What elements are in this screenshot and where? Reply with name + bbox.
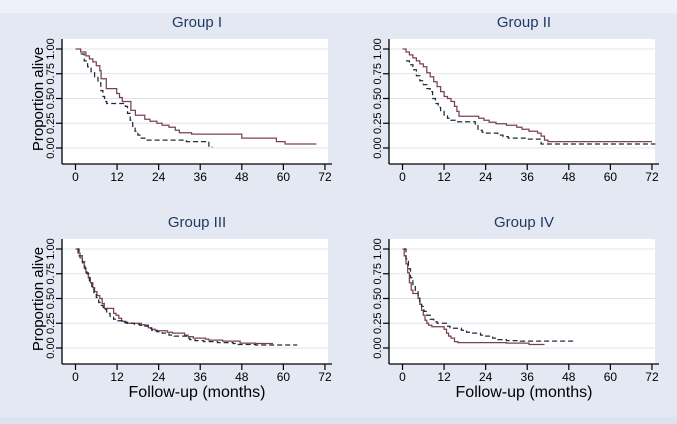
x-tick-label: 72 — [645, 370, 659, 384]
y-tick-label: 0.75 — [45, 263, 57, 284]
x-tick-label: 60 — [277, 370, 291, 384]
x-tick-label: 60 — [604, 370, 618, 384]
y-tick-label: 0.25 — [45, 113, 57, 134]
y-tick-label: 1.00 — [372, 238, 384, 259]
x-tick-label: 36 — [194, 170, 208, 184]
x-axis-title: Follow-up (months) — [128, 384, 266, 401]
survival-curve-solid — [402, 248, 545, 346]
x-tick-label: 36 — [521, 170, 535, 184]
x-tick-label: 72 — [318, 370, 332, 384]
x-tick-label: 24 — [479, 370, 493, 384]
x-tick-label: 24 — [152, 170, 166, 184]
panel-group-i: Group I 0.00 0.25 0.50 0.75 1.00 0 12 24 36 48 60 7… — [0, 0, 350, 212]
y-tick-label: 0.75 — [372, 63, 384, 84]
y-tick-label: 0.25 — [372, 113, 384, 134]
plot-background — [389, 239, 655, 364]
km-plot-group-i: 0.00 0.25 0.50 0.75 1.00 0 12 24 36 48 60 72 — [45, 38, 332, 184]
survival-curve-solid — [402, 48, 652, 143]
x-tick-label: 48 — [562, 370, 576, 384]
plot-background — [389, 39, 655, 164]
x-tick-label: 12 — [437, 370, 451, 384]
km-plot-group-iv: 0.00 0.25 0.50 0.75 1.00 0 12 24 36 48 60 72 — [372, 238, 659, 384]
x-tick-label: 48 — [562, 170, 576, 184]
y-tick-label: 0.00 — [45, 137, 57, 158]
survival-curve-solid — [75, 48, 317, 145]
x-tick-label: 12 — [110, 370, 124, 384]
x-tick-label: 36 — [521, 370, 535, 384]
survival-curve-dashed — [77, 248, 298, 346]
panel-title: Group II — [496, 14, 552, 31]
panel-group-iii: Group III 0.00 0.25 0.50 0.75 1.00 0 12 24 36 48 6… — [0, 200, 350, 412]
x-tick-label: 0 — [72, 170, 79, 184]
x-tick-label: 36 — [194, 370, 208, 384]
y-tick-label: 0.75 — [372, 263, 384, 284]
y-tick-label: 0.25 — [45, 313, 57, 334]
plot-background — [62, 239, 328, 364]
x-tick-label: 48 — [235, 370, 249, 384]
y-tick-label: 0.50 — [372, 288, 384, 309]
bottom-margin-strip — [0, 417, 677, 424]
y-tick-label: 1.00 — [372, 38, 384, 59]
x-tick-label: 24 — [479, 170, 493, 184]
survival-curve-dashed — [80, 53, 213, 148]
y-tick-label: 0.50 — [45, 88, 57, 109]
y-tick-label: 1.00 — [45, 38, 57, 59]
x-tick-label: 48 — [235, 170, 249, 184]
x-tick-label: 72 — [645, 170, 659, 184]
x-tick-label: 0 — [399, 170, 406, 184]
panel-title: Group I — [171, 14, 223, 31]
panel-group-ii: Group II 0.00 0.25 0.50 0.75 1.00 0 12 24 36 48 60… — [327, 0, 677, 212]
y-tick-label: 0.50 — [372, 88, 384, 109]
y-axis-title: Proportion alive — [30, 246, 47, 352]
x-tick-label: 60 — [277, 170, 291, 184]
plot-background — [62, 39, 328, 164]
survival-curve-dashed — [404, 248, 576, 342]
km-plot-group-iii: 0.00 0.25 0.50 0.75 1.00 0 12 24 36 48 60 72 — [45, 238, 332, 384]
x-tick-label: 24 — [152, 370, 166, 384]
top-margin-strip — [0, 0, 677, 13]
y-tick-label: 0.00 — [372, 337, 384, 358]
panel-title: Group IV — [493, 214, 555, 231]
x-tick-label: 72 — [318, 170, 332, 184]
y-tick-label: 0.00 — [372, 137, 384, 158]
survival-curve-dashed — [406, 60, 656, 145]
x-tick-label: 60 — [604, 170, 618, 184]
y-tick-label: 0.25 — [372, 313, 384, 334]
panel-title: Group III — [167, 214, 227, 231]
x-axis-title: Follow-up (months) — [455, 384, 593, 401]
y-tick-label: 0.00 — [45, 337, 57, 358]
km-plot-group-ii: 0.00 0.25 0.50 0.75 1.00 0 12 24 36 48 60 72 — [372, 38, 659, 184]
x-tick-label: 0 — [72, 370, 79, 384]
y-axis-title: Proportion alive — [30, 46, 47, 152]
y-tick-label: 0.50 — [45, 288, 57, 309]
panel-group-iv: Group IV 0.00 0.25 0.50 0.75 1.00 0 12 24 36 48 60… — [327, 200, 677, 412]
x-tick-label: 0 — [399, 370, 406, 384]
x-tick-label: 12 — [437, 170, 451, 184]
x-tick-label: 12 — [110, 170, 124, 184]
y-tick-label: 1.00 — [45, 238, 57, 259]
y-tick-label: 0.75 — [45, 63, 57, 84]
